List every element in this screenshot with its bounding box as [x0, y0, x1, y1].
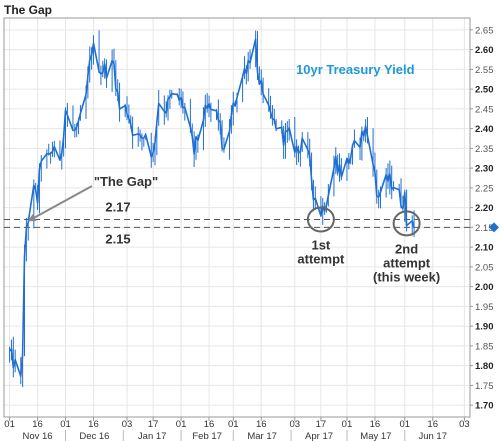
y-tick-label: 1.90: [475, 322, 494, 333]
x-tick-label: 01: [4, 419, 15, 430]
y-tick-label: 2.30: [475, 164, 494, 175]
y-tick-label: 2.65: [475, 25, 494, 36]
x-month-label: Mar 17: [247, 431, 277, 441]
x-tick-label: 16: [88, 419, 99, 430]
y-tick-label: 2.55: [475, 65, 494, 76]
x-tick-label: 01: [176, 419, 187, 430]
x-tick-label: 17: [148, 419, 159, 430]
x-month-label: Apr 17: [305, 431, 333, 441]
series-label: 10yr Treasury Yield: [296, 62, 415, 77]
x-tick-label: 01: [399, 419, 410, 430]
reference-lines: 2.17 2.15: [4, 199, 470, 246]
x-tick-label: 03: [459, 419, 470, 430]
attempt-circle: [306, 206, 335, 233]
attempt-label: 1st: [311, 237, 330, 252]
attempt-circle: [392, 210, 421, 237]
x-tick-label: 01: [342, 419, 353, 430]
x-tick-label: 16: [370, 419, 381, 430]
x-tick-label: 16: [32, 419, 43, 430]
reference-label: 2.17: [105, 199, 130, 214]
x-month-label: Feb 17: [192, 431, 222, 441]
x-tick-label: 01: [60, 419, 71, 430]
y-tick-label: 1.75: [475, 381, 494, 392]
y-tick-label: 1.85: [475, 341, 494, 352]
y-tick-label: 2.20: [475, 203, 494, 214]
x-tick-label: 16: [204, 419, 215, 430]
axis-layer: 1.70 1.75 1.80 1.85 1.90 1.95 2.00 2.05 2.10 2.15…: [3, 17, 499, 441]
price-line: [9, 38, 415, 377]
y-tick-label: 1.80: [475, 361, 494, 372]
y-tick-label: 2.50: [475, 85, 494, 96]
plot-frame: [3, 17, 471, 418]
chart-title: The Gap: [4, 3, 52, 17]
y-tick-label: 2.45: [475, 104, 494, 115]
y-tick-label: 2.40: [475, 124, 494, 135]
x-month-label: Jun 17: [418, 431, 447, 441]
reference-label: 2.15: [105, 231, 130, 246]
y-tick-label: 1.70: [475, 401, 494, 412]
x-month-label: May 17: [360, 431, 391, 441]
attempt-label: 2nd: [395, 241, 418, 256]
x-month-label: Nov 16: [22, 431, 52, 441]
x-tick-label: 03: [122, 419, 133, 430]
gap-arrow: [27, 185, 93, 222]
current-value-marker: [489, 222, 499, 233]
x-tick-label: 16: [256, 419, 267, 430]
y-tick-label: 1.95: [475, 302, 494, 313]
x-month-label: Dec 16: [79, 431, 109, 441]
y-tick-label: 2.05: [475, 262, 494, 273]
attempt-label: attempt: [383, 255, 431, 270]
y-tick-label: 2.10: [475, 243, 494, 254]
gap-label: "The Gap": [94, 174, 158, 189]
y-tick-label: 2.60: [475, 45, 494, 56]
data-series: [9, 30, 415, 388]
x-tick-label: 16: [427, 419, 438, 430]
y-tick-label: 2.15: [475, 223, 494, 234]
x-tick-label: 01: [228, 419, 239, 430]
y-tick-label: 2.35: [475, 144, 494, 155]
x-tick-label: 17: [316, 419, 327, 430]
x-tick-label: 03: [289, 419, 300, 430]
attempt-label: attempt: [297, 251, 345, 266]
y-tick-label: 2.00: [475, 282, 494, 293]
attempt-label: (this week): [373, 269, 440, 284]
x-month-label: Jan 17: [138, 431, 167, 441]
y-tick-label: 2.25: [475, 183, 494, 194]
